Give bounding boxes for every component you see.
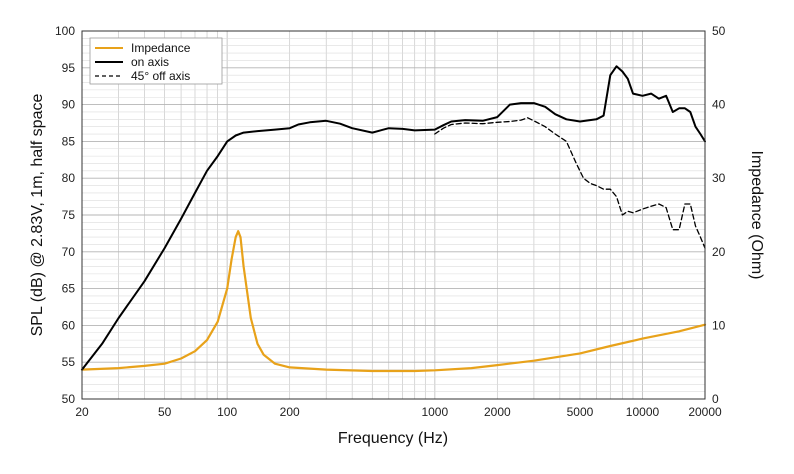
y-left-tick-label: 70	[62, 245, 76, 259]
x-tick-label: 50	[158, 405, 172, 419]
legend-label-on-axis: on axis	[131, 55, 169, 69]
y-left-tick-label: 65	[62, 282, 76, 296]
x-axis-title: Frequency (Hz)	[338, 430, 448, 447]
y-left-tick-label: 60	[62, 318, 76, 332]
y-right-tick-label: 10	[712, 318, 726, 332]
y-right-tick-label: 0	[712, 392, 719, 406]
y-left-tick-label: 90	[62, 98, 76, 112]
x-tick-label: 200	[280, 405, 300, 419]
y-left-tick-label: 85	[62, 134, 76, 148]
y-left-tick-label: 75	[62, 208, 76, 222]
y-left-tick-label: 50	[62, 392, 76, 406]
plot-frame	[81, 30, 706, 400]
y-left-tick-label: 95	[62, 61, 76, 75]
y-right-axis-title: Impedance (Ohm)	[748, 151, 765, 280]
x-tick-label: 20000	[688, 405, 722, 419]
series-line-on-axis	[81, 65, 706, 371]
legend-label-off-axis: 45° off axis	[131, 69, 190, 83]
legend: Impedance on axis 45° off axis	[89, 37, 223, 85]
y-left-axis-title: SPL (dB) @ 2.83V, 1m, half space	[29, 94, 46, 337]
series-line-impedance	[80, 230, 707, 373]
x-tick-label: 2000	[484, 405, 511, 419]
x-tick-label: 5000	[567, 405, 594, 419]
series-lines	[80, 65, 707, 373]
legend-label-impedance: Impedance	[131, 41, 191, 55]
y-left-tick-label: 80	[62, 171, 76, 185]
y-left-tick-labels: 50 55 60 65 70 75 80 85 90 95 100	[55, 24, 75, 406]
x-tick-label: 10000	[626, 405, 660, 419]
y-left-tick-label: 100	[55, 24, 75, 38]
x-tick-label: 20	[75, 405, 89, 419]
y-right-tick-label: 30	[712, 171, 726, 185]
y-right-tick-label: 20	[712, 245, 726, 259]
series-line-45-off-axis	[434, 117, 706, 249]
y-right-tick-labels: 0 10 20 30 40 50	[712, 24, 726, 406]
y-right-tick-label: 50	[712, 24, 726, 38]
x-tick-label: 100	[217, 405, 237, 419]
x-tick-labels: 20 50 100 200 1000 2000 5000 10000 20000	[75, 405, 722, 419]
x-tick-label: 1000	[421, 405, 448, 419]
y-right-tick-label: 40	[712, 98, 726, 112]
y-left-tick-label: 55	[62, 355, 76, 369]
